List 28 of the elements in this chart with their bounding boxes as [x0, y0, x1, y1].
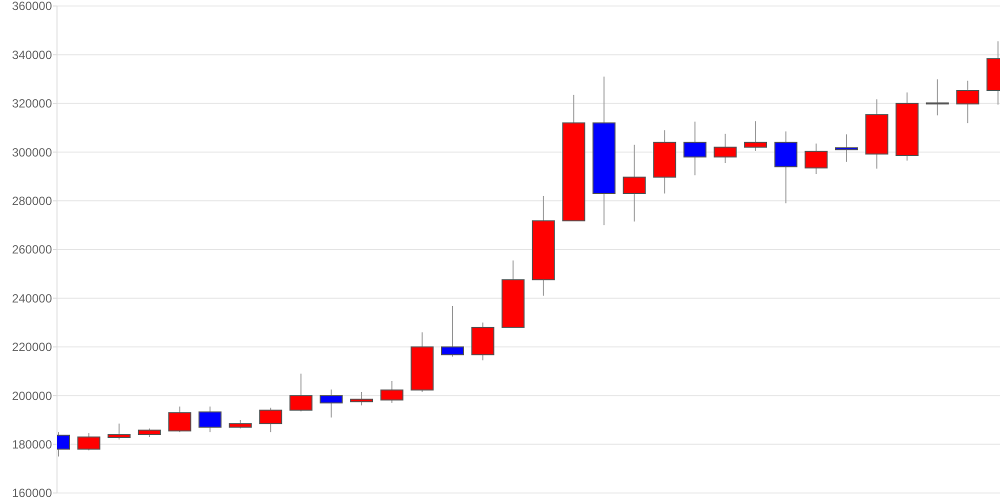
candlestick — [108, 423, 131, 440]
candlestick — [320, 389, 343, 418]
candlestick — [440, 305, 464, 358]
candlestick — [926, 78, 949, 116]
y-tick-label: 300000 — [12, 145, 52, 160]
candlestick — [834, 134, 858, 162]
candlestick — [622, 144, 646, 222]
y-tick-label: 200000 — [12, 388, 52, 403]
candlestick — [380, 380, 404, 404]
candlestick — [77, 432, 100, 451]
candlestick — [198, 406, 222, 433]
y-tick-label: 220000 — [12, 340, 52, 354]
y-tick-label: 280000 — [12, 194, 52, 208]
y-tick-label: 360000 — [12, 0, 52, 14]
y-tick-label: 160000 — [12, 486, 52, 500]
candlestick — [744, 120, 768, 152]
y-tick-label: 340000 — [12, 48, 52, 62]
y-tick-label: 180000 — [12, 438, 52, 452]
candlestick — [956, 80, 980, 124]
candlestick — [714, 133, 737, 164]
candlestick — [168, 406, 192, 433]
y-tick-label: 240000 — [12, 291, 52, 306]
candlestick — [804, 143, 828, 175]
y-tick-label: 260000 — [12, 242, 52, 257]
y-tick-label: 320000 — [12, 96, 52, 111]
candlestick — [289, 373, 312, 412]
candlestick — [683, 121, 706, 176]
candlestick — [259, 407, 282, 433]
